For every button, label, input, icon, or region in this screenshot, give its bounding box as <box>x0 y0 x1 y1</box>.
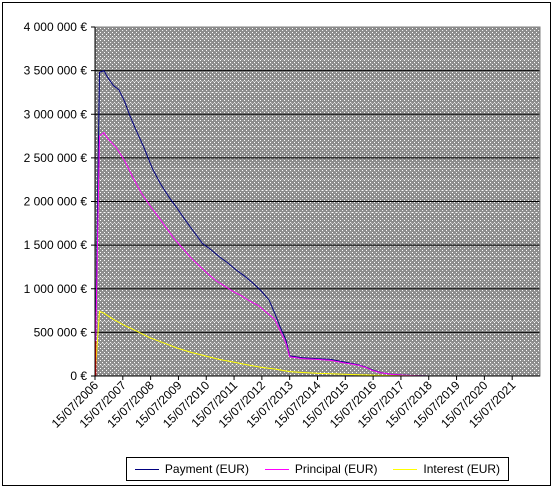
y-tick-label: 1 000 000 € <box>24 282 88 296</box>
chart-legend: Payment (EUR) Principal (EUR) Interest (… <box>126 457 509 481</box>
y-tick-label: 500 000 € <box>34 325 88 339</box>
legend-item-interest: Interest (EUR) <box>393 462 500 476</box>
legend-item-payment: Payment (EUR) <box>134 462 249 476</box>
legend-label-interest: Interest (EUR) <box>423 462 501 476</box>
series-line-2 <box>94 131 429 377</box>
y-tick-label: 2 500 000 € <box>24 151 88 165</box>
y-tick-label: 4 000 000 € <box>24 20 88 34</box>
series-line-3 <box>94 310 429 377</box>
legend-item-principal: Principal (EUR) <box>264 462 378 476</box>
y-tick-label: 2 000 000 € <box>24 195 88 209</box>
y-tick-label: 3 500 000 € <box>24 64 88 78</box>
y-tick-label: 3 000 000 € <box>24 107 88 121</box>
y-tick-label: 0 € <box>70 369 87 383</box>
legend-swatch-payment <box>134 468 159 470</box>
legend-label-payment: Payment (EUR) <box>164 462 249 476</box>
legend-swatch-interest <box>393 468 418 470</box>
legend-label-principal: Principal (EUR) <box>294 462 378 476</box>
y-tick-label: 1 500 000 € <box>24 238 88 252</box>
legend-swatch-principal <box>264 468 289 470</box>
